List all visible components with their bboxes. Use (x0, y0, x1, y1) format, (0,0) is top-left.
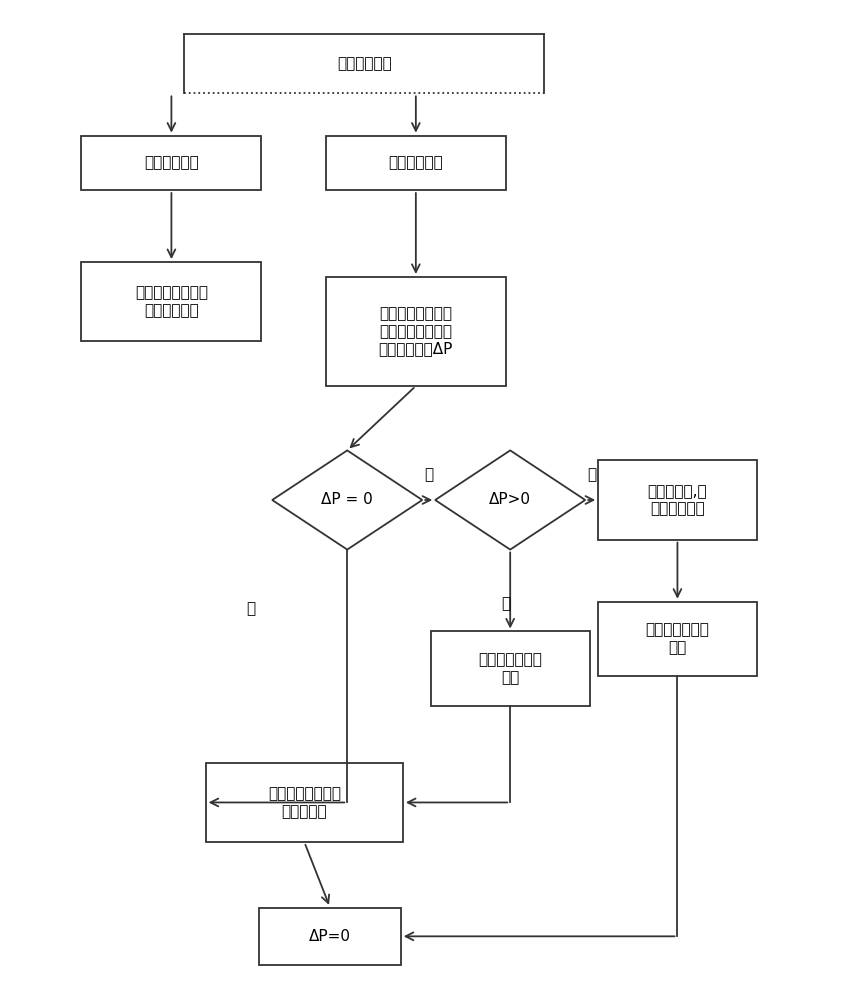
Bar (81, 136, 262, 190)
Text: 实时计算每台风机
可分配功率: 实时计算每台风机 可分配功率 (268, 786, 341, 819)
Text: 否: 否 (424, 467, 433, 482)
Bar (259, 908, 401, 965)
Text: 是: 是 (501, 597, 510, 612)
Text: ΔP=0: ΔP=0 (309, 929, 351, 944)
Text: 有功功率控制: 有功功率控制 (389, 155, 443, 170)
Bar (598, 602, 757, 676)
Text: 降功率控制计算
方法: 降功率控制计算 方法 (478, 652, 542, 685)
Polygon shape (435, 450, 585, 550)
Text: ΔP = 0: ΔP = 0 (321, 492, 373, 508)
Bar (431, 631, 590, 706)
Text: 计算每台风机分配
无功功率方法: 计算每台风机分配 无功功率方法 (135, 285, 208, 318)
Polygon shape (272, 450, 423, 550)
Bar (326, 136, 506, 190)
Text: 计算风机总有功功
率，与全场功率设
定值比较得出ΔP: 计算风机总有功功 率，与全场功率设 定值比较得出ΔP (378, 307, 453, 356)
Bar (81, 262, 262, 341)
Text: 否: 否 (587, 467, 596, 482)
Text: 无功功率控制: 无功功率控制 (144, 155, 199, 170)
Text: 是: 是 (246, 602, 255, 617)
Text: 升功率控制计算
方法: 升功率控制计算 方法 (645, 623, 709, 655)
Text: ΔP>0: ΔP>0 (489, 492, 531, 508)
Bar (598, 460, 757, 540)
Bar (326, 277, 506, 386)
Text: 全场总有功,发
电状态台数计: 全场总有功,发 电状态台数计 (648, 484, 708, 516)
Text: 风机数据采集: 风机数据采集 (337, 56, 391, 71)
Bar (206, 763, 403, 842)
